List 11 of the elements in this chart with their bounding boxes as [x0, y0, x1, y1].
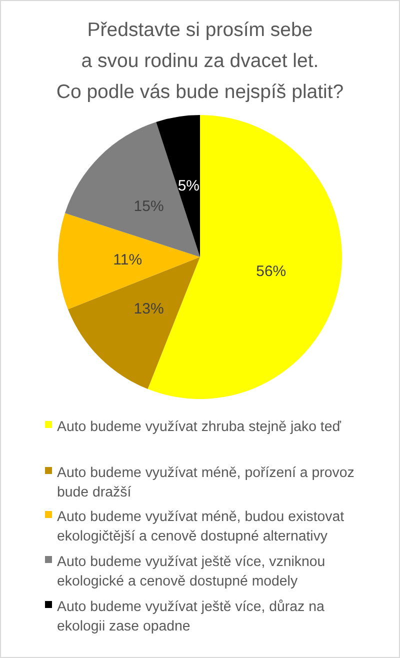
legend-label: Auto budeme využívat ještě více, důraz na ekologii zase opadne — [57, 599, 324, 634]
legend-label: Auto budeme využívat méně, pořízení a provoz bude dražší — [57, 465, 354, 500]
legend-label: Auto budeme využívat ještě více, vzniknou ekologické a cenově dostupné modely — [57, 554, 326, 590]
data-label: 13% — [134, 300, 164, 318]
legend-label: Auto budeme využívat méně, budou existovat ekologičtější a cenově dostupné alternativy — [57, 509, 344, 544]
chart-title: Představte si prosím sebe a svou rodinu za dvacet let. Co podle vás bude nejspíš platit? — [56, 19, 344, 103]
data-label: 11% — [113, 252, 142, 269]
data-label: 5% — [178, 178, 200, 195]
data-label: 56% — [256, 262, 286, 280]
data-label: 15% — [134, 198, 164, 216]
legend-label: Auto budeme využívat zhruba stejně jako teď — [57, 419, 342, 435]
